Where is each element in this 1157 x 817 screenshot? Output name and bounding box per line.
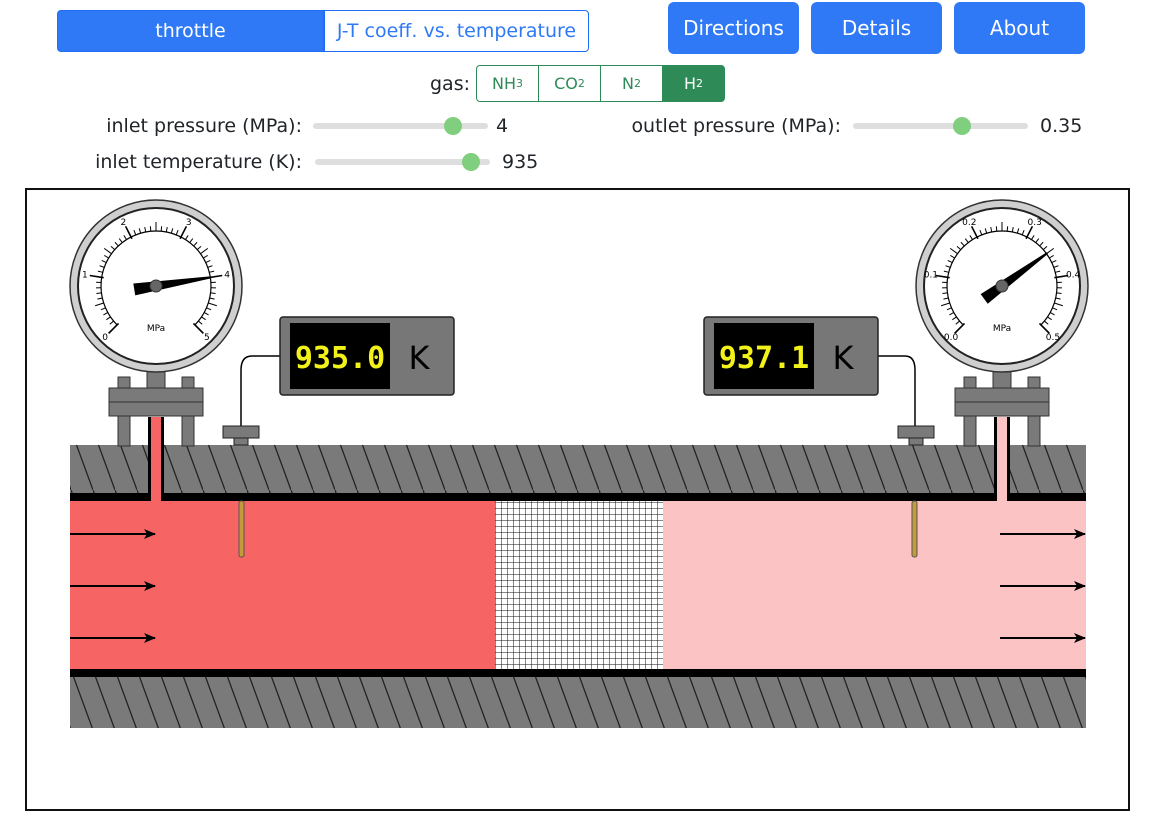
about-button[interactable]: About [954,2,1085,54]
inlet-pressure-gauge: 0 1 2 3 4 5 MPa [69,199,243,373]
outlet-pressure-slider-thumb[interactable] [952,117,971,135]
gas-option-subscript: 2 [577,77,585,90]
inlet-temperature-display: 935.0 K [279,316,455,396]
inlet-flow-arrows [70,529,156,643]
inlet-gauge-tick-label: 2 [120,218,126,228]
gas-option-subscript: 2 [633,77,641,90]
inlet-pressure-slider[interactable] [313,117,488,135]
throttle-diagram: 0 1 2 3 4 5 MPa 0.0 0.1 0.2 0.3 0.4 0.5 MPa 935.0 K … [25,188,1130,811]
gas-option-formula: CO [554,74,578,93]
porous-plug [495,501,663,669]
gas-selector: NH 3 CO 2 N 2 H 2 [476,65,725,102]
tab-jt-coefficient[interactable]: J-T coeff. vs. temperature [324,10,589,52]
gas-option-formula: NH [492,74,516,93]
inlet-temperature-value: 935 [502,151,539,173]
outlet-pressure-label: outlet pressure (MPa): [631,115,841,137]
tab-throttle[interactable]: throttle [57,10,324,52]
inlet-gauge-unit-label: MPa [147,324,165,334]
gas-option-subscript: 2 [696,77,704,90]
inlet-pressure-slider-thumb[interactable] [444,117,462,135]
outlet-pressure-gauge: 0.0 0.1 0.2 0.3 0.4 0.5 MPa [915,199,1089,373]
outlet-gauge-tick-label: 0.0 [944,333,959,343]
outlet-thermocouple [877,355,935,558]
outlet-gauge-needle [980,252,1048,304]
outlet-temperature-reading: 937.1 [719,341,809,376]
outlet-flow-arrows [1000,529,1086,643]
inlet-gauge-tick-label: 4 [224,271,230,281]
outlet-gauge-tick-label: 0.5 [1046,333,1060,343]
outlet-gauge-tick-label: 0.3 [1028,218,1042,228]
inlet-temperature-unit: K [409,339,431,377]
gas-option-formula: H [683,74,697,93]
inlet-thermocouple [222,355,280,558]
view-tabs: throttle J-T coeff. vs. temperature [57,10,589,52]
gas-option-subscript: 3 [516,77,523,90]
inlet-temperature-label: inlet temperature (K): [95,151,302,173]
inlet-gauge-tick-label: 3 [186,218,192,228]
inlet-gauge-tick-label: 5 [204,333,210,343]
inlet-temperature-slider-thumb[interactable] [461,153,480,171]
gas-label: gas: [430,73,471,95]
inlet-pressure-value: 4 [496,115,509,137]
inlet-gauge-tick-label: 0 [102,333,108,343]
gas-option-co2[interactable]: CO 2 [538,65,601,102]
outlet-gauge-tick-label: 0.2 [962,218,976,228]
inlet-pressure-label: inlet pressure (MPa): [106,115,302,137]
gas-option-nh3[interactable]: NH 3 [476,65,539,102]
outlet-pressure-value: 0.35 [1040,115,1083,137]
lower-pipe-wall [70,676,1086,728]
details-button[interactable]: Details [811,2,942,54]
inlet-temperature-slider[interactable] [315,153,490,171]
inlet-temperature-reading: 935.0 [295,341,385,376]
inlet-gauge-tick-label: 1 [82,271,88,281]
outlet-gauge-tick-label: 0.4 [1066,271,1081,281]
outlet-pressure-slider[interactable] [853,117,1028,135]
outlet-temperature-unit: K [833,339,855,377]
upper-pipe-wall [70,445,1086,497]
outlet-temperature-display: 937.1 K [703,316,879,396]
outlet-gauge-tick-label: 0.1 [924,271,938,281]
outlet-gauge-unit-label: MPa [993,324,1011,334]
gas-option-formula: N [622,74,634,93]
directions-button[interactable]: Directions [668,2,799,54]
